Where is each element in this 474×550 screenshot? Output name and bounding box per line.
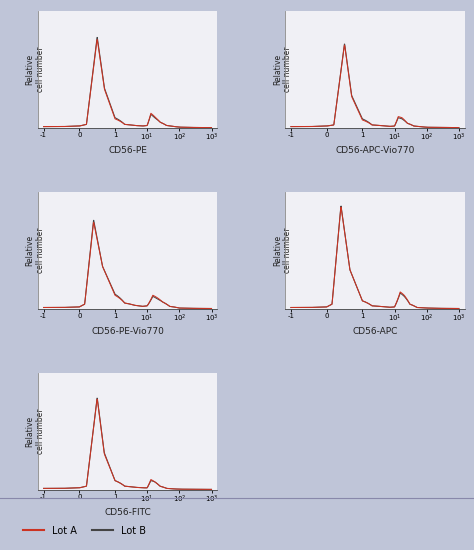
X-axis label: CD56-APC-Vio770: CD56-APC-Vio770 [335,146,415,155]
Legend: Lot A, Lot B: Lot A, Lot B [19,522,150,540]
Y-axis label: Relative
cell number: Relative cell number [273,47,292,92]
Y-axis label: Relative
cell number: Relative cell number [26,228,45,273]
X-axis label: CD56-APC: CD56-APC [352,327,398,336]
X-axis label: CD56-FITC: CD56-FITC [104,508,151,517]
Y-axis label: Relative
cell number: Relative cell number [273,228,292,273]
Y-axis label: Relative
cell number: Relative cell number [26,47,45,92]
Y-axis label: Relative
cell number: Relative cell number [26,409,45,454]
X-axis label: CD56-PE-Vio770: CD56-PE-Vio770 [91,327,164,336]
X-axis label: CD56-PE: CD56-PE [108,146,147,155]
